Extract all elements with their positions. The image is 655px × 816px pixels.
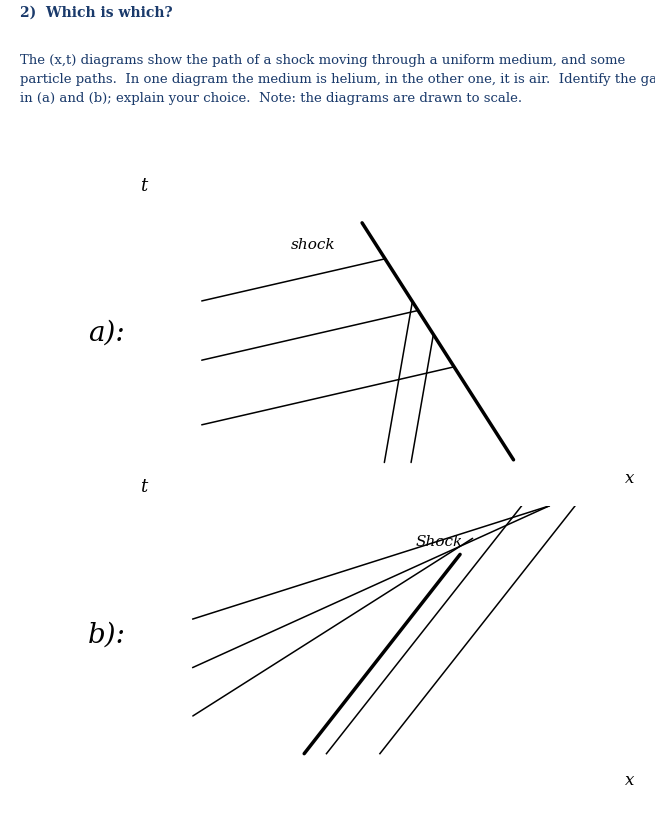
Text: t: t (140, 478, 147, 496)
Text: x: x (625, 772, 634, 789)
Text: 2)  Which is which?: 2) Which is which? (20, 6, 172, 20)
Text: shock: shock (291, 238, 335, 252)
Text: Shock: Shock (415, 535, 463, 549)
Text: t: t (140, 176, 147, 194)
Text: b):: b): (88, 622, 126, 649)
Text: The (x,t) diagrams show the path of a shock moving through a uniform medium, and: The (x,t) diagrams show the path of a sh… (20, 54, 655, 105)
Text: x: x (625, 470, 634, 487)
Text: a):: a): (88, 320, 125, 347)
